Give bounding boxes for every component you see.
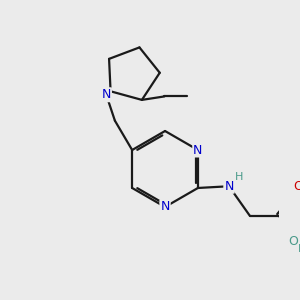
Text: N: N [160,200,170,214]
Text: O: O [293,180,300,194]
Text: O: O [288,235,298,248]
Text: N: N [193,143,203,157]
Text: N: N [102,88,111,101]
Text: H: H [298,244,300,254]
Text: H: H [235,172,243,182]
Text: N: N [224,180,234,193]
